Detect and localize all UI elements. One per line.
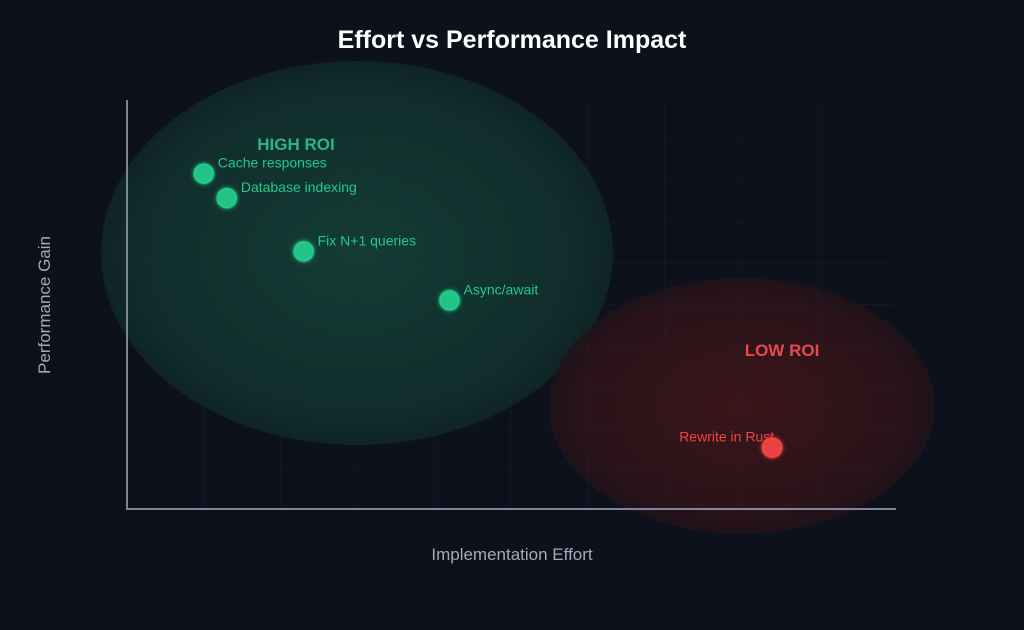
x-axis-label: Implementation Effort: [431, 545, 593, 564]
data-point-label: Async/await: [464, 281, 539, 297]
data-points: Cache responses Database indexing Fix N+1 …: [192, 155, 784, 459]
data-point-group: Database indexing: [215, 179, 357, 210]
high-roi-zone: [101, 61, 613, 445]
data-point-group: Fix N+1 queries: [292, 232, 416, 263]
data-point[interactable]: [193, 163, 215, 184]
data-point-label: Rewrite in Rust: [679, 429, 774, 445]
data-point[interactable]: [216, 187, 238, 209]
data-point[interactable]: [439, 290, 460, 311]
data-point-group: Async/await: [438, 281, 539, 312]
data-point[interactable]: [761, 437, 783, 458]
data-point-label: Fix N+1 queries: [318, 232, 416, 248]
y-axis-label: Performance Gain: [35, 236, 54, 374]
low-roi-zone: [549, 278, 935, 534]
data-point[interactable]: [293, 241, 314, 262]
grid-lines: [127, 100, 895, 509]
high-roi-label: HIGH ROI: [257, 135, 334, 154]
data-point-group: Rewrite in Rust: [679, 429, 784, 459]
low-roi-label: LOW ROI: [745, 341, 820, 360]
data-point-group: Cache responses: [192, 155, 327, 185]
data-point-label: Database indexing: [241, 179, 357, 195]
chart-title: Effort vs Performance Impact: [338, 26, 687, 54]
data-point-label: Cache responses: [218, 155, 327, 171]
